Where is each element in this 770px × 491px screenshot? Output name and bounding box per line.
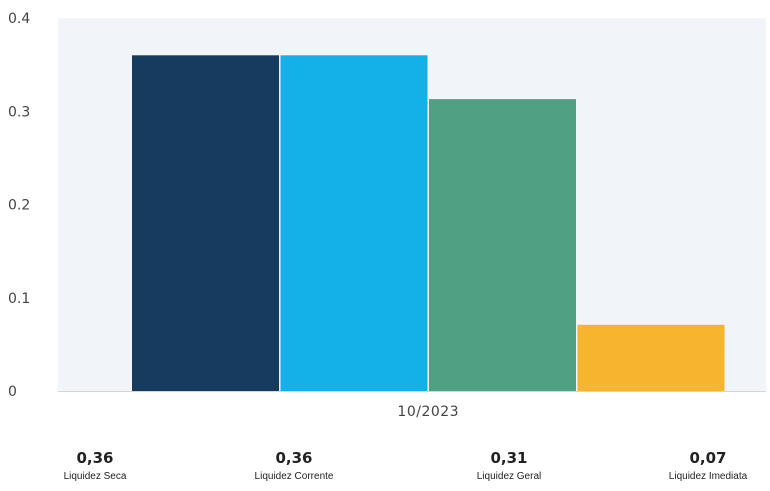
bar-liquidez-corrente[interactable] xyxy=(280,55,428,392)
y-tick-label: 0 xyxy=(8,384,17,400)
legend-name: Liquidez Geral xyxy=(476,471,542,482)
legend-name: Liquidez Imediata xyxy=(668,471,748,482)
legend-value: 0,36 xyxy=(76,449,114,467)
y-tick-label: 0.2 xyxy=(8,198,30,214)
bars xyxy=(132,55,725,392)
legend-value: 0,36 xyxy=(275,449,313,467)
legend-value: 0,07 xyxy=(689,449,727,467)
y-tick-label: 0.1 xyxy=(8,291,30,307)
legend: 0,36 Liquidez Seca 0,36 Liquidez Corrent… xyxy=(0,448,770,488)
bar-chart: 0 0.1 0.2 0.3 0.4 10/2023 xyxy=(8,11,766,420)
legend-item-liquidez-corrente[interactable]: 0,36 Liquidez Corrente xyxy=(224,448,364,484)
y-axis-ticks: 0 0.1 0.2 0.3 0.4 xyxy=(8,11,30,400)
bar-liquidez-seca[interactable] xyxy=(132,55,279,392)
legend-item-liquidez-seca[interactable]: 0,36 Liquidez Seca xyxy=(25,448,165,484)
y-tick-label: 0.3 xyxy=(8,104,30,120)
legend-name: Liquidez Corrente xyxy=(254,471,334,482)
bar-liquidez-geral[interactable] xyxy=(429,99,576,391)
legend-item-liquidez-imediata[interactable]: 0,07 Liquidez Imediata xyxy=(638,448,770,484)
x-category-label: 10/2023 xyxy=(397,404,459,420)
legend-value: 0,31 xyxy=(490,449,528,467)
legend-name: Liquidez Seca xyxy=(63,471,127,482)
legend-item-liquidez-geral[interactable]: 0,31 Liquidez Geral xyxy=(439,448,579,484)
bar-liquidez-imediata[interactable] xyxy=(577,324,725,391)
y-tick-label: 0.4 xyxy=(8,11,30,27)
